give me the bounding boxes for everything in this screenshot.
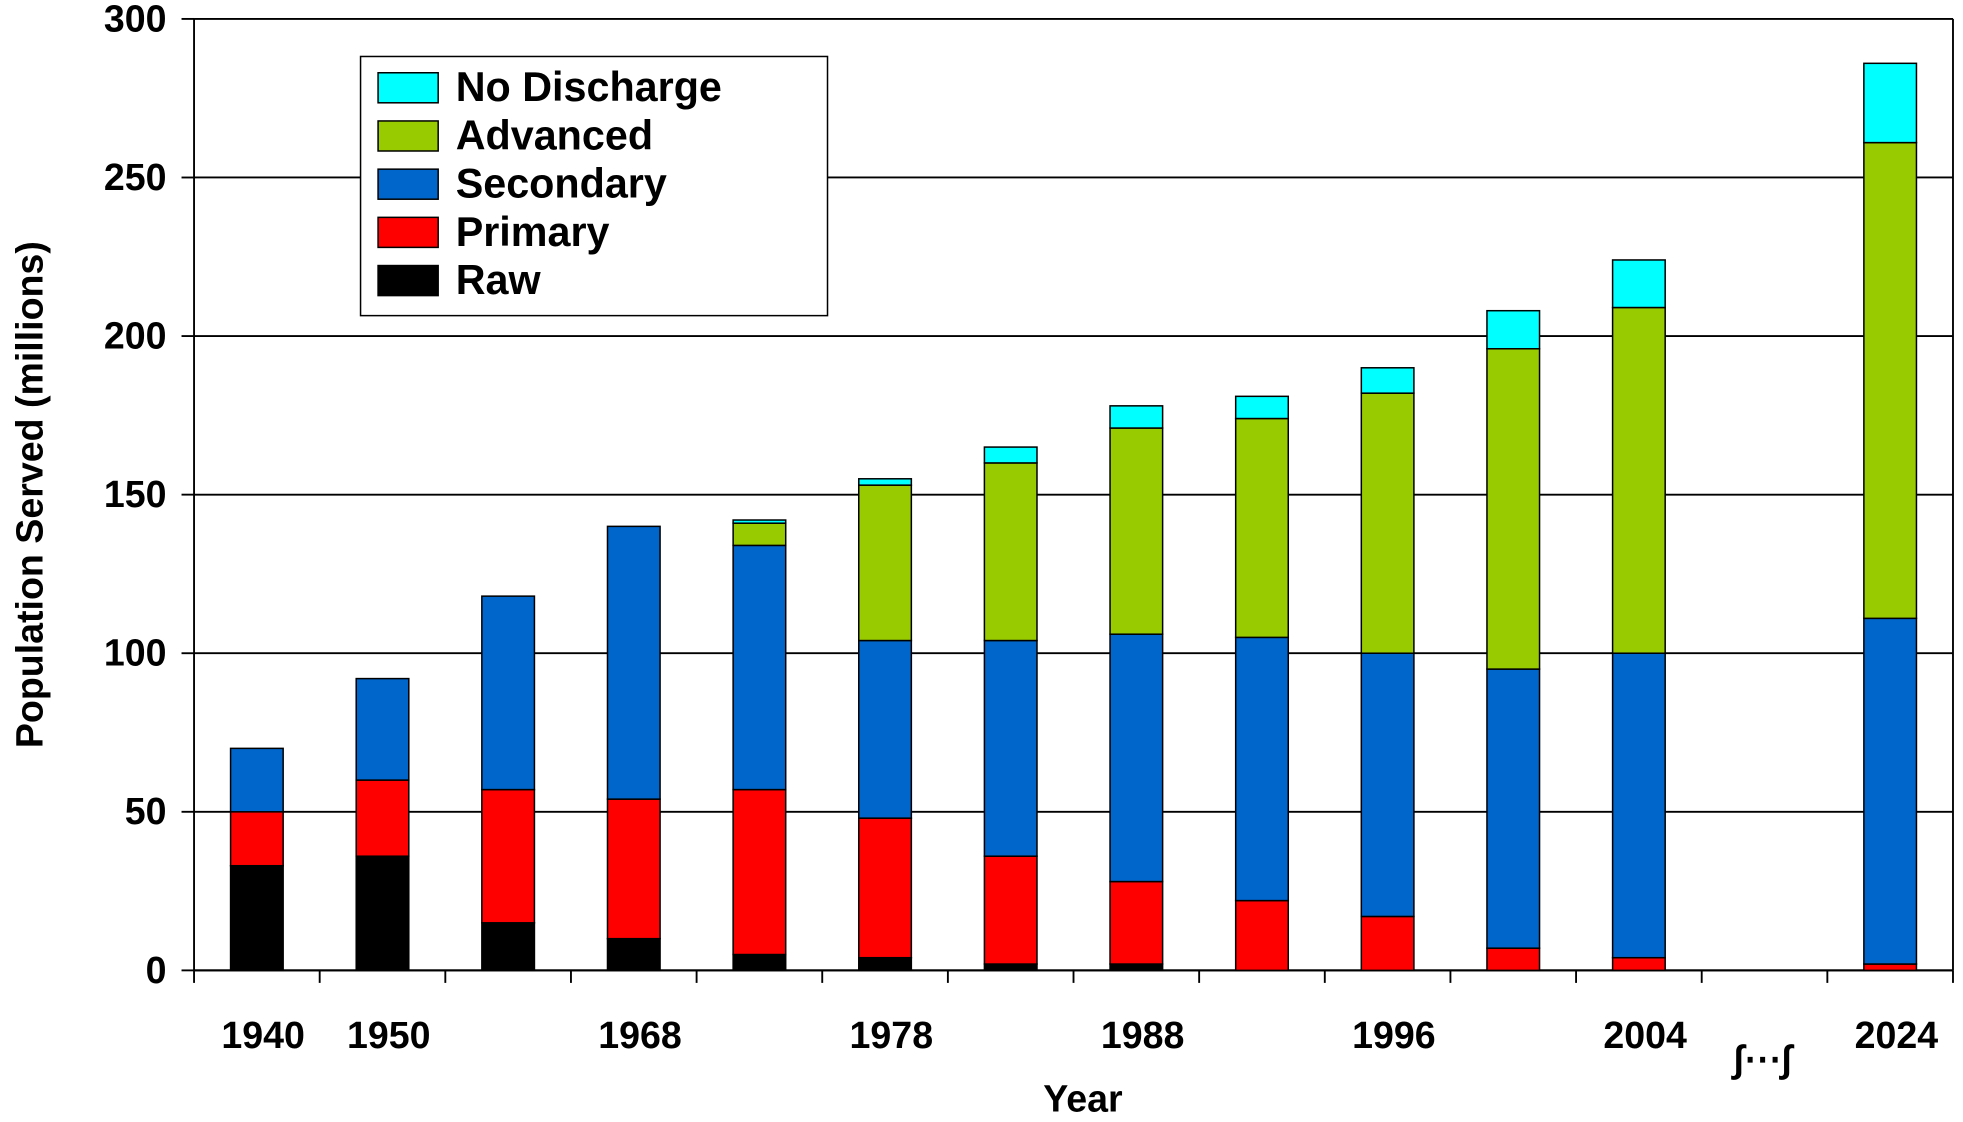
- bar-segment: [1109, 963, 1164, 972]
- legend-label: Advanced: [456, 112, 653, 158]
- bar-segment: [1486, 309, 1541, 350]
- y-tick-label: 250: [104, 156, 167, 198]
- bar-segment: [481, 922, 536, 972]
- bar-segment: [983, 446, 1038, 464]
- bar-segment: [481, 595, 536, 791]
- bar-segment: [355, 677, 410, 781]
- legend-swatch: [377, 216, 439, 249]
- bar-segment: [1486, 668, 1541, 949]
- bar-segment: [229, 811, 284, 867]
- y-tick-label: 50: [125, 790, 167, 832]
- bar-segment: [606, 798, 661, 940]
- bar-segment: [481, 788, 536, 924]
- bar-segment: [858, 484, 913, 642]
- x-axis-label: Year: [1043, 1078, 1123, 1120]
- bar-segment: [983, 963, 1038, 972]
- x-tick-label: 1988: [1101, 1014, 1185, 1056]
- bar-segment: [1486, 947, 1541, 972]
- x-tick-label: 1996: [1352, 1014, 1436, 1056]
- bar-segment: [1863, 62, 1918, 144]
- y-tick-label: 300: [104, 0, 167, 39]
- legend-label: Secondary: [456, 161, 667, 207]
- bar-segment: [732, 522, 787, 547]
- bar-segment: [1863, 141, 1918, 620]
- bar-segment: [1234, 636, 1290, 902]
- bar-segment: [1109, 633, 1164, 883]
- legend-label: Raw: [456, 257, 542, 303]
- bar-segment: [1234, 899, 1290, 972]
- y-tick-label: 200: [104, 314, 167, 356]
- bar-segment: [1360, 915, 1415, 972]
- bar-segment: [732, 544, 787, 791]
- axis-break: ∫⋯∫: [1731, 1038, 1795, 1081]
- bar-segment: [732, 788, 787, 956]
- bar-segment: [858, 478, 913, 486]
- bar-segment: [1109, 427, 1164, 635]
- bar-segment: [732, 953, 787, 972]
- bar-segment: [606, 937, 661, 972]
- legend-swatch: [377, 120, 439, 152]
- bar-segment: [1360, 392, 1415, 654]
- bar-segment: [1611, 306, 1666, 654]
- bar-segment: [858, 817, 913, 959]
- legend-swatch: [377, 72, 439, 104]
- bar-segment: [355, 779, 410, 857]
- bar-segment: [983, 855, 1038, 965]
- bar-segment: [1611, 956, 1666, 972]
- bar-segment: [858, 956, 913, 972]
- bar-segment: [1234, 395, 1290, 420]
- x-tick-label: 1950: [347, 1014, 431, 1056]
- bar-segment: [732, 519, 787, 524]
- y-axis-label: Population Served (millions): [8, 241, 50, 748]
- bar-segment: [1360, 652, 1415, 918]
- bar-segment: [1486, 348, 1541, 670]
- x-tick-label: 2024: [1855, 1014, 1939, 1056]
- y-tick-label: 100: [104, 632, 167, 674]
- bar-segment: [983, 639, 1038, 857]
- legend-label: No Discharge: [456, 64, 722, 110]
- legend-swatch: [377, 264, 439, 297]
- x-tick-label: 1940: [221, 1014, 305, 1056]
- bar-segment: [1234, 417, 1290, 639]
- bar-segment: [229, 747, 284, 813]
- bar-segment: [355, 855, 410, 972]
- legend-label: Primary: [456, 209, 610, 255]
- y-tick-label: 150: [104, 473, 167, 515]
- bar-segment: [1611, 259, 1666, 309]
- bar-segment: [1863, 963, 1918, 972]
- x-tick-label: 2004: [1603, 1014, 1687, 1056]
- bar-segment: [858, 639, 913, 819]
- bar-segment: [1863, 617, 1918, 965]
- x-tick-label: 1978: [850, 1014, 934, 1056]
- bar-segment: [1109, 880, 1164, 965]
- bar-segment: [1611, 652, 1666, 959]
- y-tick-label: 0: [146, 949, 167, 991]
- legend-swatch: [377, 168, 439, 200]
- bar-segment: [983, 462, 1038, 642]
- bar-segment: [1109, 405, 1164, 429]
- bar-segment: [229, 864, 284, 972]
- bar-segment: [606, 525, 661, 800]
- x-tick-label: 1968: [598, 1014, 682, 1056]
- bar-segment: [1360, 367, 1415, 394]
